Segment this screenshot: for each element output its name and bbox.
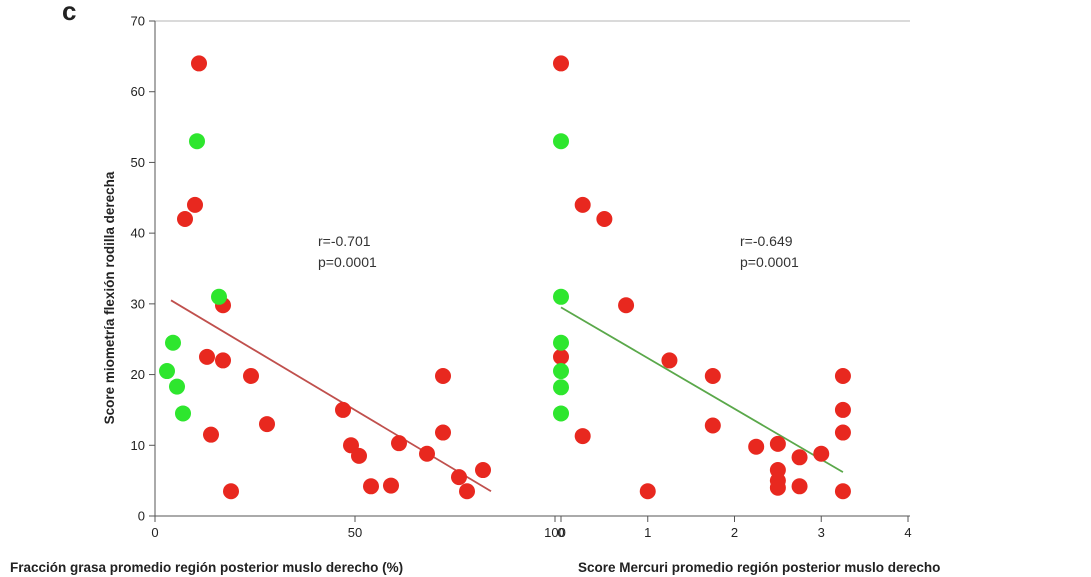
data-point [553, 348, 569, 365]
data-point [177, 211, 193, 227]
data-point [748, 438, 765, 455]
y-tick-label: 70 [131, 14, 145, 29]
correlation-annotation: p=0.0001 [740, 254, 799, 270]
data-point [553, 334, 569, 351]
panel-mercuri-score: 0 1 2 3 4 r=-0.649 p=0.0001 [553, 55, 912, 540]
data-point [639, 483, 656, 500]
data-point [553, 379, 569, 396]
data-point [704, 417, 721, 434]
data-point [211, 288, 227, 305]
data-point [661, 352, 678, 369]
data-point [553, 363, 569, 380]
y-axis: 0 10 20 30 40 50 60 70 [131, 14, 155, 524]
data-point [834, 424, 851, 441]
data-point [574, 196, 591, 213]
panel-letter: c [62, 0, 76, 26]
y-axis-title: Score miometría flexión rodilla derecha [102, 171, 117, 424]
data-point [243, 367, 259, 384]
data-point [435, 424, 451, 441]
data-point [791, 478, 808, 495]
data-point [475, 462, 491, 479]
data-point [459, 483, 475, 500]
data-point [618, 297, 635, 314]
data-point [187, 196, 203, 213]
data-point [435, 367, 451, 384]
x-tick-label: 4 [904, 525, 911, 540]
y-tick-label: 0 [138, 509, 145, 524]
plot-frame [154, 20, 910, 517]
y-tick-label: 40 [131, 226, 145, 241]
data-point [553, 133, 569, 150]
data-point [419, 445, 435, 462]
data-point [769, 435, 786, 452]
data-point [203, 426, 219, 443]
data-point [834, 483, 851, 500]
data-point [189, 133, 205, 150]
data-point [704, 367, 721, 384]
data-point [553, 288, 569, 305]
data-point [451, 469, 467, 486]
panel-fat-fraction: 0 50 100 r=-0.701 p=0.0001 [151, 55, 566, 540]
data-point [351, 447, 367, 464]
data-point [834, 401, 851, 418]
data-point [769, 479, 786, 496]
correlation-annotation: p=0.0001 [318, 254, 377, 270]
data-point [383, 477, 399, 494]
data-point [165, 334, 181, 351]
data-point [223, 483, 239, 500]
x-tick-label: 0 [557, 525, 564, 540]
data-point [159, 363, 175, 380]
x-axis-title-right: Score Mercuri promedio región posterior … [578, 560, 940, 575]
regression-line [560, 306, 844, 473]
data-point [169, 378, 185, 395]
data-point [335, 401, 351, 418]
correlation-annotation: r=-0.649 [740, 233, 793, 249]
data-point [791, 449, 808, 466]
regression-line [170, 299, 492, 493]
y-tick-label: 50 [131, 155, 145, 170]
data-point [834, 367, 851, 384]
data-point [215, 352, 231, 369]
y-tick-label: 20 [131, 367, 145, 382]
data-point [553, 55, 569, 72]
x-tick-label: 1 [644, 525, 651, 540]
x-tick-label: 50 [348, 525, 362, 540]
y-tick-label: 10 [131, 438, 145, 453]
y-tick-label: 60 [131, 84, 145, 99]
data-point [391, 435, 407, 452]
data-point [199, 348, 215, 365]
x-tick-label: 0 [151, 525, 158, 540]
y-tick-label: 30 [131, 296, 145, 311]
data-point [363, 478, 379, 495]
data-point [813, 445, 830, 462]
x-tick-label: 100 [544, 525, 566, 540]
x-axis-title-left: Fracción grasa promedio región posterior… [10, 560, 403, 575]
x-tick-label: 2 [731, 525, 738, 540]
data-point [191, 55, 207, 72]
x-tick-label: 3 [818, 525, 825, 540]
correlation-annotation: r=-0.701 [318, 233, 371, 249]
data-point [259, 416, 275, 433]
data-point [596, 211, 613, 227]
data-point [574, 428, 591, 445]
data-point [553, 405, 569, 422]
data-point [175, 405, 191, 422]
